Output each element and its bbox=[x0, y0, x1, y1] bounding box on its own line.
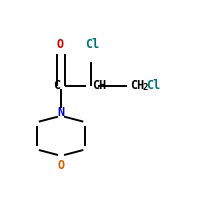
Text: 2: 2 bbox=[142, 83, 147, 92]
Text: O: O bbox=[57, 159, 64, 172]
Text: N: N bbox=[57, 106, 64, 119]
Text: Cl: Cl bbox=[145, 79, 160, 92]
Text: CH: CH bbox=[129, 79, 143, 92]
Text: CH: CH bbox=[92, 79, 106, 92]
Text: O: O bbox=[56, 38, 63, 51]
Text: Cl: Cl bbox=[85, 38, 99, 51]
Text: C: C bbox=[53, 79, 60, 92]
